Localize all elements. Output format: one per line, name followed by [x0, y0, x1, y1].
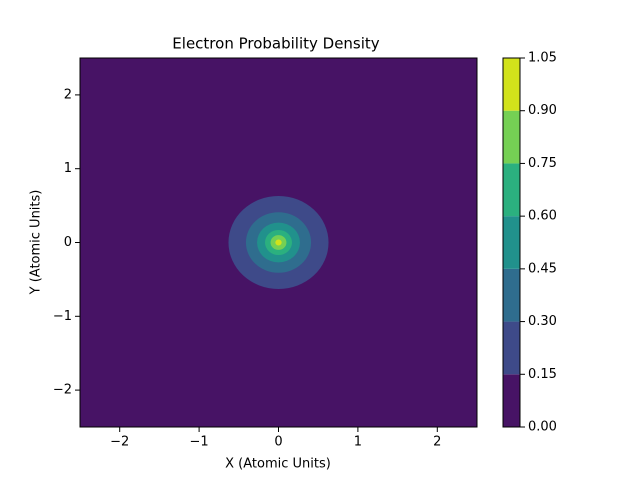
x-tick-label: 2 [433, 435, 441, 450]
y-tick-label: −2 [53, 383, 72, 398]
colorbar-tick-label: 0.45 [528, 261, 557, 276]
y-tick-label: 1 [64, 161, 72, 176]
y-tick-label: 0 [64, 235, 72, 250]
x-tick-label: 0 [274, 435, 282, 450]
colorbar-tick-label: 0.00 [528, 420, 557, 435]
colorbar-tick-label: 0.15 [528, 367, 557, 382]
colorbar-band [503, 374, 520, 427]
colorbar-band [503, 58, 520, 111]
colorbar-band [503, 321, 520, 375]
y-tick-label: −1 [53, 309, 72, 324]
y-axis-label: Y (Atomic Units) [29, 190, 44, 296]
x-tick-label: −2 [110, 435, 129, 450]
colorbar-band [503, 163, 520, 217]
colorbar-tick-label: 0.60 [528, 209, 557, 224]
colorbar-band [503, 216, 520, 269]
colorbar-band [503, 268, 520, 322]
y-tick-label: 2 [64, 87, 72, 102]
x-tick-label: −1 [190, 435, 209, 450]
chart-title: Electron Probability Density [172, 35, 380, 53]
colorbar-tick-label: 1.05 [528, 51, 557, 66]
x-axis-label: X (Atomic Units) [225, 457, 331, 472]
colorbar-frame [502, 57, 521, 428]
colorbar-tick-label: 0.90 [528, 103, 557, 118]
colorbar-band [503, 110, 520, 164]
colorbar-tick-label: 0.75 [528, 156, 557, 171]
colorbar-tick-label: 0.30 [528, 314, 557, 329]
x-tick-label: 1 [354, 435, 362, 450]
contour-region [275, 239, 282, 246]
